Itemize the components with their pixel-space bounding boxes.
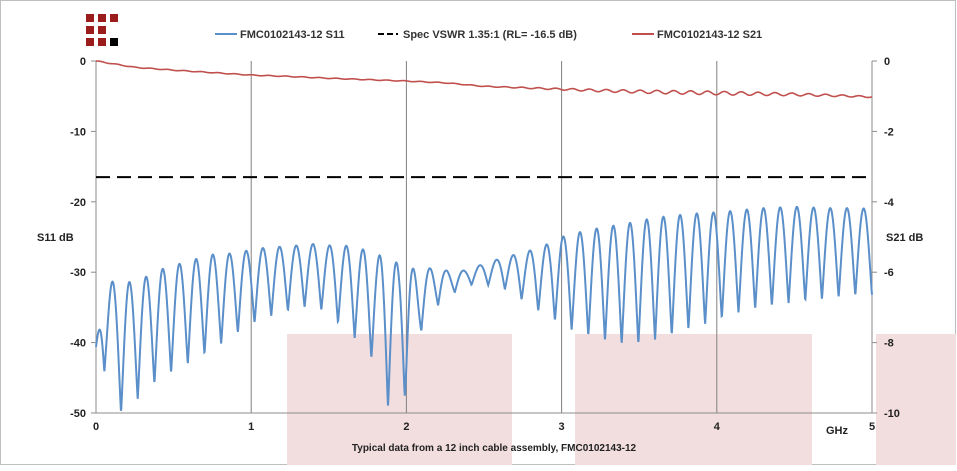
shade-panel (575, 334, 812, 465)
shade-panel (876, 334, 956, 465)
tick-labels: 0 1 2 3 4 5 0 -10 -20 -30 -40 -50 0 -2 -4 -6 -8 -10 (70, 56, 900, 433)
logo-square (98, 38, 106, 46)
y-right-tick-label: -8 (884, 338, 894, 350)
logo-square (98, 14, 106, 22)
logo-square (86, 38, 94, 46)
y-right-tick-label: -10 (884, 408, 900, 420)
y-left-tick-label: -10 (70, 126, 86, 138)
x-tick-label: 3 (559, 421, 565, 433)
legend-label-spec: Spec VSWR 1.35:1 (RL= -16.5 dB) (403, 29, 577, 41)
legend-label-s21: FMC0102143-12 S21 (657, 29, 762, 41)
y-right-tick-label: -4 (884, 197, 895, 209)
y-left-tick-label: -50 (70, 408, 86, 420)
x-tick-label: 5 (869, 421, 875, 433)
y-left-tick-label: -20 (70, 197, 86, 209)
axes (91, 60, 877, 414)
chart-caption: Typical data from a 12 inch cable assemb… (352, 443, 637, 454)
x-tick-label: 2 (403, 421, 409, 433)
plot-area (95, 60, 873, 412)
legend: FMC0102143-12 S11 Spec VSWR 1.35:1 (RL= … (215, 29, 762, 41)
y-right-tick-label: -6 (884, 267, 894, 279)
x-tick-label: 1 (248, 421, 254, 433)
shade-panel (287, 334, 512, 465)
y-left-axis-title: S11 dB (37, 232, 74, 244)
logo-square (86, 14, 94, 22)
y-right-tick-label: 0 (884, 56, 890, 68)
series-s11-line (95, 205, 873, 412)
legend-label-s11: FMC0102143-12 S11 (240, 29, 345, 41)
logo-square (110, 14, 118, 22)
y-left-tick-label: -30 (70, 267, 86, 279)
y-left-tick-label: 0 (80, 56, 86, 68)
y-right-axis-title: S21 dB (886, 232, 923, 244)
y-left-tick-label: -40 (70, 338, 86, 350)
series-s21-line (95, 60, 873, 99)
logo-square (98, 26, 106, 34)
company-logo (86, 14, 118, 46)
background-shades (287, 334, 956, 465)
x-tick-label: 4 (714, 421, 721, 433)
logo-square (86, 26, 94, 34)
logo-square-dark (110, 38, 118, 46)
x-axis-title: GHz (826, 425, 849, 437)
y-right-tick-label: -2 (884, 126, 894, 138)
x-tick-label: 0 (93, 421, 99, 433)
